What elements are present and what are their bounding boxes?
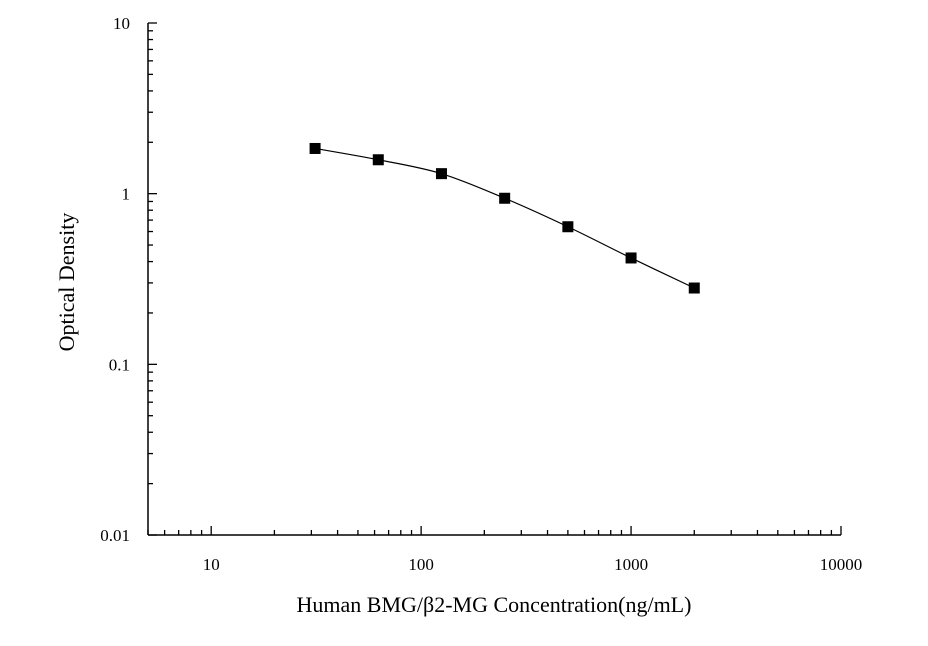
x-tick-label: 10000 xyxy=(820,555,863,574)
x-tick-label: 100 xyxy=(408,555,434,574)
data-point-marker xyxy=(309,142,321,154)
y-tick-label: 1 xyxy=(122,185,131,204)
data-point-marker xyxy=(562,221,574,233)
y-tick-label: 0.01 xyxy=(100,526,130,545)
series-layer xyxy=(309,142,700,294)
data-point-marker xyxy=(435,168,447,180)
series-line xyxy=(314,147,695,289)
x-tick-label: 1000 xyxy=(614,555,648,574)
y-tick-label: 10 xyxy=(113,14,130,33)
data-point-marker xyxy=(688,282,700,294)
x-tick-label: 10 xyxy=(203,555,220,574)
y-tick-label: 0.1 xyxy=(109,355,130,374)
y-axis-title: Optical Density xyxy=(54,213,79,352)
axes: 10 100 1000 10000 0.01 0.1 1 10 xyxy=(100,14,862,574)
data-point-marker xyxy=(372,154,384,166)
data-point-marker xyxy=(625,252,637,264)
data-point-marker xyxy=(499,192,511,204)
x-axis-title: Human BMG/β2-MG Concentration(ng/mL) xyxy=(297,592,692,617)
